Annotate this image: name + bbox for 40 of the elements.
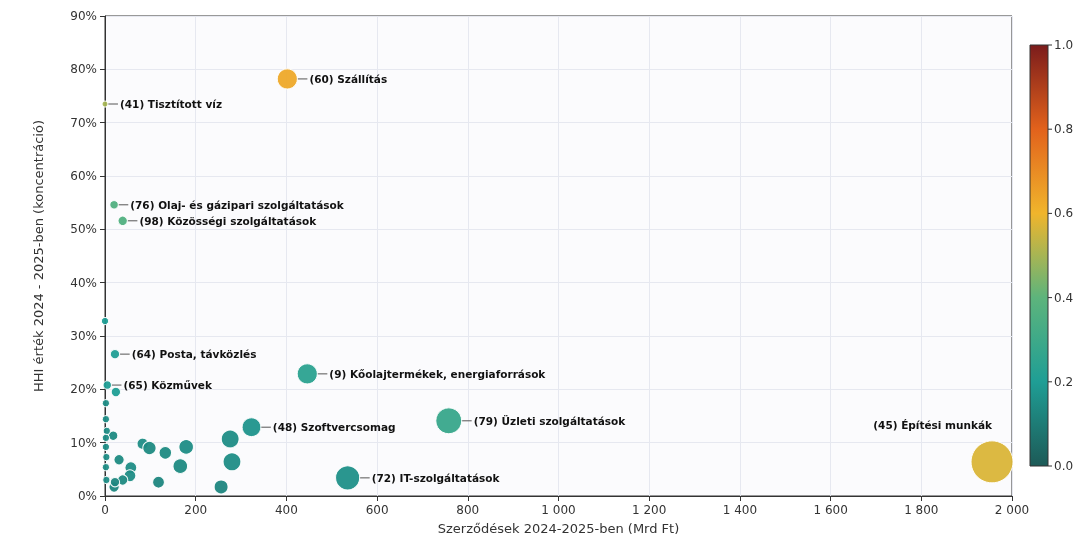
y-tick-label: 30%	[70, 329, 97, 343]
annotation: (45) Építési munkák	[873, 419, 994, 432]
x-tick-label: 600	[365, 503, 389, 517]
annotation: (48) Szoftvercsomag	[272, 421, 396, 434]
y-tick-label: 60%	[70, 169, 97, 183]
x-tick-label: 400	[274, 503, 298, 517]
color-bar-label: 0.0	[1054, 459, 1074, 473]
y-tick-label: 50%	[70, 222, 97, 237]
color-bar-label: 0.2	[1054, 374, 1074, 389]
color-bar-label: 1.0	[1054, 38, 1074, 52]
annotation: (65) Közművek	[123, 379, 213, 392]
x-tick-label: 200	[184, 503, 208, 517]
annotation: (79) Üzleti szolgáltatások	[473, 413, 627, 427]
annotation: (41) Tisztított víz	[119, 98, 223, 110]
x-tick-label: 800	[456, 503, 480, 517]
y-tick-label: 10%	[70, 435, 97, 450]
color-bar-label: 0.4	[1054, 290, 1074, 305]
y-axis-title: HHI érték 2024 - 2025-ben (koncentráció)	[31, 120, 46, 392]
annotation: (9) Kőolajtermékek, energiaforrások	[329, 367, 547, 380]
x-tick-label: 1 400	[722, 503, 758, 517]
y-tick-label: 20%	[70, 382, 97, 397]
y-tick-label: 80%	[70, 62, 97, 77]
x-tick-label: 1 600	[813, 503, 848, 517]
annotation: (98) Közösségi szolgáltatások	[139, 214, 318, 227]
y-tick-label: 70%	[70, 115, 97, 130]
annotation: (76) Olaj- és gázipari szolgáltatások	[130, 198, 345, 211]
x-tick-label: 1 000	[541, 503, 576, 517]
annotation: (72) IT-szolgáltatások	[371, 471, 501, 484]
annotation: (64) Posta, távközlés	[131, 348, 257, 361]
annotation: (60) Szállítás	[309, 72, 388, 85]
x-axis-title: Szerződések 2024-2025-ben (Mrd Ft)	[437, 521, 680, 536]
x-tick-label: 1 200	[632, 503, 667, 517]
y-tick-label: 0%	[77, 489, 97, 503]
color-bar-label: 0.6	[1054, 206, 1074, 221]
y-tick-label: 40%	[70, 275, 97, 290]
x-tick-label: 0	[101, 503, 109, 517]
x-tick-label: 1 800	[904, 503, 939, 517]
x-tick-label: 2 000	[994, 503, 1030, 517]
color-bar-label: 0.8	[1054, 122, 1074, 137]
y-tick-label: 90%	[70, 9, 97, 23]
